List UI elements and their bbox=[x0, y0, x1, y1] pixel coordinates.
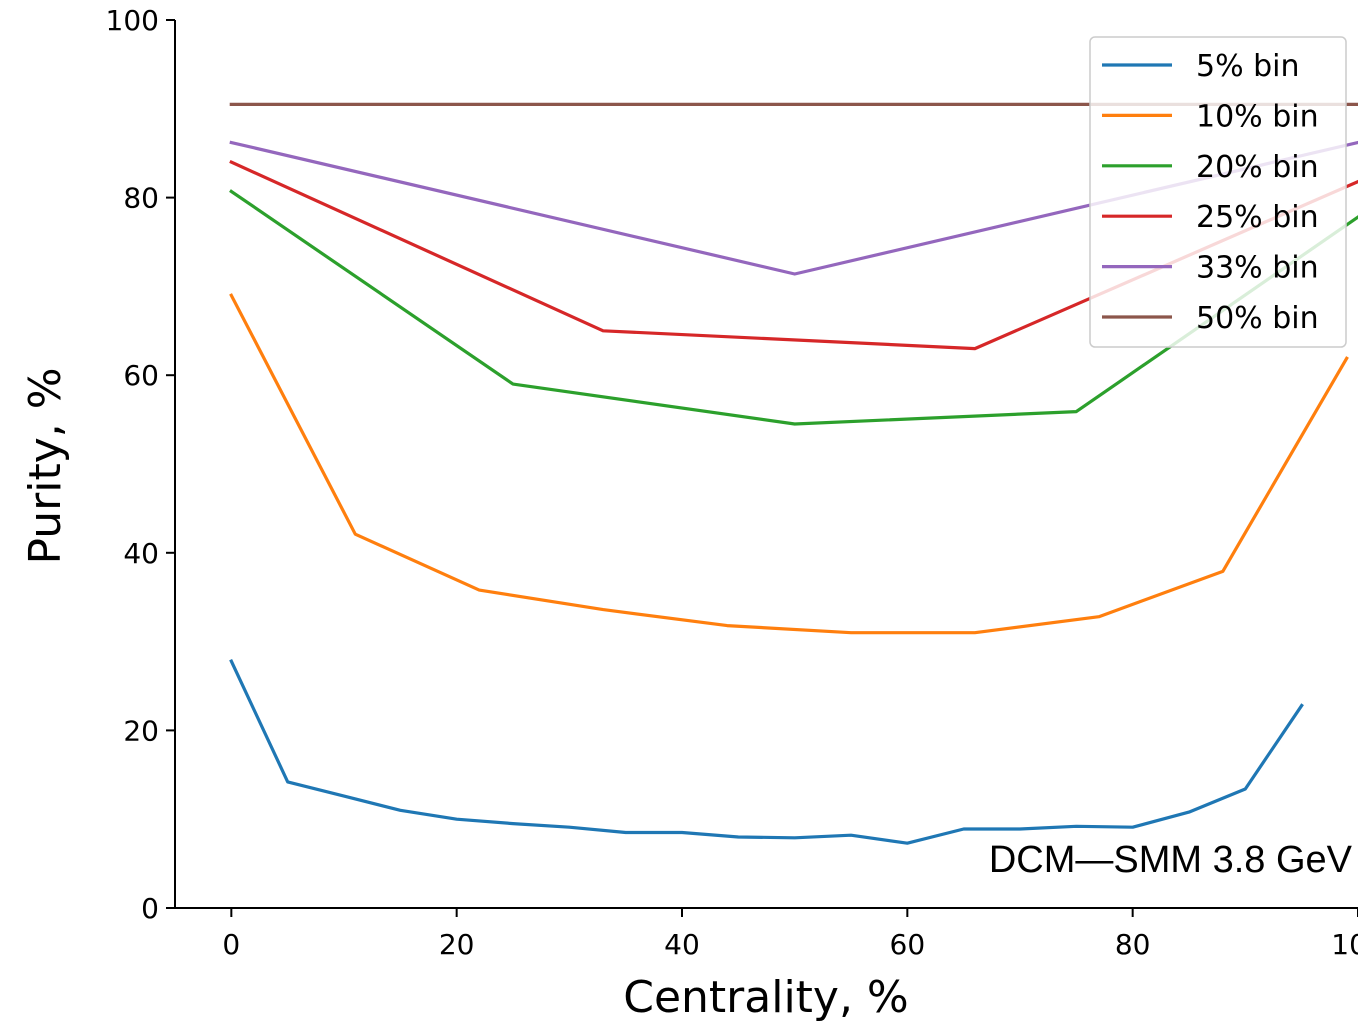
legend-label: 33% bin bbox=[1196, 251, 1319, 286]
series-layer bbox=[229, 102, 1358, 845]
y-tick-label: 20 bbox=[123, 714, 159, 747]
series-line-2 bbox=[229, 293, 1349, 635]
x-tick-label: 60 bbox=[890, 928, 926, 961]
legend-label: 5% bin bbox=[1196, 49, 1300, 84]
x-tick-label: 80 bbox=[1115, 928, 1151, 961]
y-tick-label: 60 bbox=[123, 359, 159, 392]
x-tick-label: 40 bbox=[664, 928, 700, 961]
y-tick-label: 0 bbox=[141, 892, 159, 925]
legend-label: 20% bin bbox=[1196, 150, 1319, 185]
x-tick-label: 20 bbox=[439, 928, 475, 961]
series-line-1 bbox=[229, 658, 1304, 845]
y-tick-label: 80 bbox=[123, 182, 159, 215]
y-tick-label: 100 bbox=[106, 4, 159, 37]
legend-label: 10% bin bbox=[1196, 99, 1319, 134]
y-tick-label: 40 bbox=[123, 537, 159, 570]
legend-label: 50% bin bbox=[1196, 301, 1319, 336]
axes: 0 20 40 60 80 100 0 20 40 60 80 100 bbox=[106, 4, 1358, 961]
y-axis-label: Purity, % bbox=[20, 367, 71, 564]
x-axis-label: Centrality, % bbox=[623, 972, 909, 1023]
annotation-text: DCM—SMM 3.8 GeV bbox=[989, 839, 1353, 881]
x-tick-label: 100 bbox=[1331, 928, 1358, 961]
legend: 5% bin 10% bin 20% bin 25% bin 33% bin 50% bi… bbox=[1089, 36, 1347, 348]
legend-label: 25% bin bbox=[1196, 200, 1319, 235]
x-tick-label: 0 bbox=[222, 928, 240, 961]
